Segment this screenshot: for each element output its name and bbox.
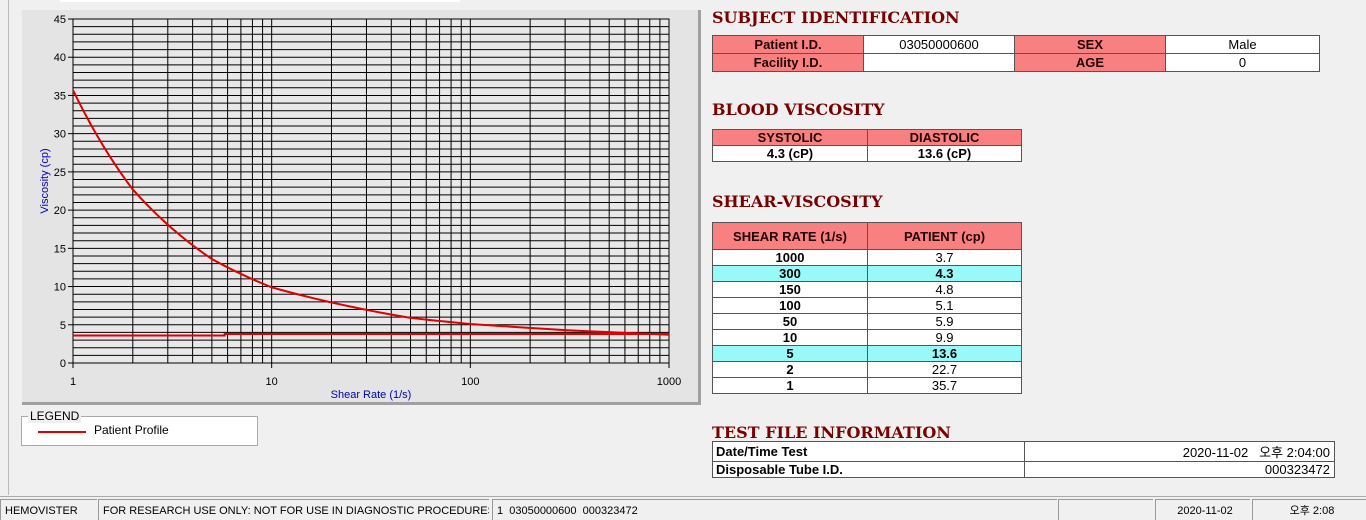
shear-row: 2 22.7 bbox=[712, 361, 1022, 378]
y-tick-label: 20 bbox=[54, 205, 66, 217]
status-time: 오후 2:08 bbox=[1252, 499, 1366, 520]
shear-row: 100 5.1 bbox=[712, 297, 1022, 314]
patient-viscosity-cell: 22.7 bbox=[867, 361, 1022, 378]
plot-area bbox=[72, 18, 670, 364]
shear-row: 300 4.3 bbox=[712, 265, 1022, 282]
x-tick-label: 100 bbox=[461, 376, 479, 388]
y-tick-label: 30 bbox=[54, 129, 66, 141]
shear-row: 1000 3.7 bbox=[712, 249, 1022, 266]
blood-viscosity-title: BLOOD VISCOSITY bbox=[712, 100, 885, 119]
legend-entry: Patient Profile bbox=[94, 423, 169, 437]
shear-rate-cell: 50 bbox=[712, 313, 868, 330]
patient-id-value: 03050000600 bbox=[863, 35, 1015, 54]
left-border bbox=[0, 0, 9, 495]
test-file-information-title: TEST FILE INFORMATION bbox=[712, 423, 951, 442]
shear-row: 1 35.7 bbox=[712, 377, 1022, 394]
patient-viscosity-cell: 35.7 bbox=[867, 377, 1022, 394]
x-tick-label: 1000 bbox=[657, 376, 681, 388]
systolic-label: SYSTOLIC bbox=[712, 129, 868, 146]
shear-viscosity-table: SHEAR RATE (1/s) PATIENT (cp) 1000 3.7 300 4… bbox=[712, 222, 1022, 394]
systolic-value: 4.3 (cP) bbox=[712, 145, 868, 162]
status-notice: FOR RESEARCH USE ONLY: NOT FOR USE IN DI… bbox=[98, 499, 489, 520]
status-record: 1 03050000600 000323472 bbox=[492, 499, 1057, 520]
shear-rate-cell: 5 bbox=[712, 345, 868, 362]
status-app-name: HEMOVISTER bbox=[0, 499, 97, 520]
patient-viscosity-cell: 5.1 bbox=[867, 297, 1022, 314]
date-time-label: Date/Time Test bbox=[712, 441, 1025, 462]
subject-identification-title: SUBJECT IDENTIFICATION bbox=[712, 8, 960, 27]
y-tick-label: 40 bbox=[54, 52, 66, 64]
shear-rate-cell: 300 bbox=[712, 265, 868, 282]
facility-id-label: Facility I.D. bbox=[712, 53, 864, 72]
series-line-2 bbox=[73, 332, 669, 337]
facility-id-value bbox=[863, 53, 1015, 72]
age-label: AGE bbox=[1014, 53, 1166, 72]
patient-id-label: Patient I.D. bbox=[712, 35, 864, 54]
patient-viscosity-cell: 9.9 bbox=[867, 329, 1022, 346]
chart-legend: LEGEND Patient Profile bbox=[21, 409, 258, 446]
patient-viscosity-cell: 4.8 bbox=[867, 281, 1022, 298]
date-time-value: 2020-11-02 오후 2:04:00 bbox=[1024, 441, 1335, 462]
x-tick-label: 10 bbox=[266, 376, 278, 388]
sex-value: Male bbox=[1165, 35, 1320, 54]
patient-header: PATIENT (cp) bbox=[867, 222, 1022, 250]
x-tick-label: 1 bbox=[70, 376, 76, 388]
age-value: 0 bbox=[1165, 53, 1320, 72]
viscosity-chart: 0 5 10 15 20 25 30 35 40 45 1 10 100 1000 Shear Rate (… bbox=[39, 14, 681, 401]
tube-id-value: 000323472 bbox=[1024, 461, 1335, 478]
shear-row: 50 5.9 bbox=[712, 313, 1022, 330]
shear-row: 150 4.8 bbox=[712, 281, 1022, 298]
y-axis-label: Viscosity (cp) bbox=[39, 148, 51, 213]
status-date: 2020-11-02 bbox=[1155, 499, 1250, 520]
patient-viscosity-cell: 5.9 bbox=[867, 313, 1022, 330]
shear-rate-cell: 1 bbox=[712, 377, 868, 394]
test-file-table: Date/Time Test 2020-11-02 오후 2:04:00 Disp… bbox=[712, 441, 1335, 478]
blood-viscosity-table: SYSTOLIC DIASTOLIC 4.3 (cP) 13.6 (cP) bbox=[712, 129, 1022, 162]
shear-row: 5 13.6 bbox=[712, 345, 1022, 362]
diastolic-value: 13.6 (cP) bbox=[867, 145, 1022, 162]
shear-rate-header: SHEAR RATE (1/s) bbox=[712, 222, 868, 250]
legend-line-swatch bbox=[38, 431, 86, 433]
patient-viscosity-cell: 4.3 bbox=[867, 265, 1022, 282]
x-axis-label: Shear Rate (1/s) bbox=[331, 389, 412, 401]
patient-viscosity-cell: 3.7 bbox=[867, 249, 1022, 266]
legend-title: LEGEND bbox=[28, 409, 82, 423]
shear-rate-cell: 1000 bbox=[712, 249, 868, 266]
subject-table: Patient I.D. 03050000600 SEX Male Facility … bbox=[712, 35, 1320, 72]
shear-rate-cell: 2 bbox=[712, 361, 868, 378]
status-empty-cell bbox=[1058, 499, 1153, 520]
shear-rate-cell: 150 bbox=[712, 281, 868, 298]
status-bar: HEMOVISTER FOR RESEARCH USE ONLY: NOT FO… bbox=[0, 496, 1366, 520]
y-tick-label: 25 bbox=[54, 167, 66, 179]
y-tick-label: 0 bbox=[60, 358, 66, 370]
sex-label: SEX bbox=[1014, 35, 1166, 54]
top-edge bbox=[60, 0, 460, 2]
shear-rate-cell: 100 bbox=[712, 297, 868, 314]
patient-viscosity-cell: 13.6 bbox=[867, 345, 1022, 362]
shear-rate-cell: 10 bbox=[712, 329, 868, 346]
diastolic-label: DIASTOLIC bbox=[867, 129, 1022, 146]
series-line-1 bbox=[72, 89, 670, 336]
y-tick-label: 5 bbox=[60, 320, 66, 332]
y-tick-label: 45 bbox=[54, 14, 66, 26]
y-tick-label: 35 bbox=[54, 90, 66, 102]
shear-viscosity-title: SHEAR-VISCOSITY bbox=[712, 192, 883, 211]
y-tick-label: 10 bbox=[54, 282, 66, 294]
viscosity-chart-panel: 0 5 10 15 20 25 30 35 40 45 1 10 100 1000 Shear Rate (… bbox=[22, 10, 701, 405]
tube-id-label: Disposable Tube I.D. bbox=[712, 461, 1025, 478]
y-tick-label: 15 bbox=[54, 243, 66, 255]
shear-row: 10 9.9 bbox=[712, 329, 1022, 346]
